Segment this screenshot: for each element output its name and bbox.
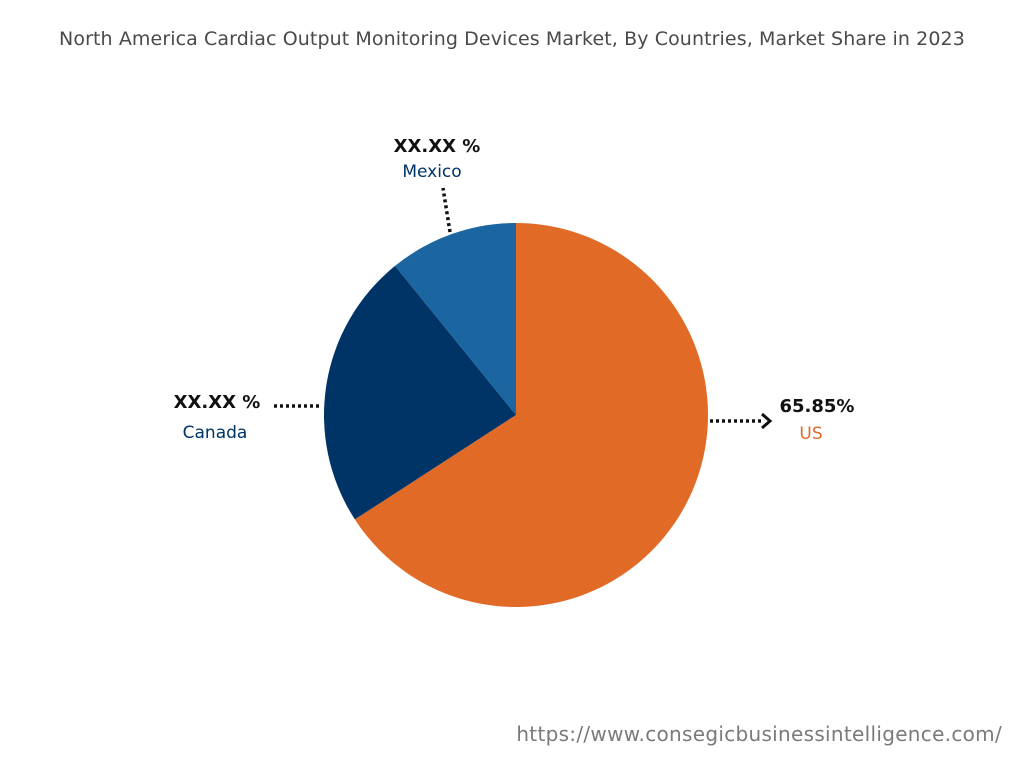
us-value-label: 65.85%: [780, 396, 855, 417]
mexico-leader-line: [441, 187, 452, 233]
us-category-label: US: [799, 424, 822, 444]
chart-title: North America Cardiac Output Monitoring …: [59, 28, 965, 50]
canada-category-label: Canada: [183, 423, 248, 443]
pie-slice-canada: [323, 265, 516, 520]
mexico-value-label: XX.XX %: [394, 136, 481, 157]
pie-slice-us: [354, 223, 708, 607]
source-url: https://www.consegicbusinessintelligence…: [516, 722, 1002, 746]
pie-slices: [323, 223, 708, 607]
mexico-category-label: Mexico: [402, 162, 461, 182]
us-arrow-head: [761, 412, 773, 430]
canada-value-label: XX.XX %: [174, 392, 261, 413]
pie-slice-mexico: [395, 223, 516, 415]
